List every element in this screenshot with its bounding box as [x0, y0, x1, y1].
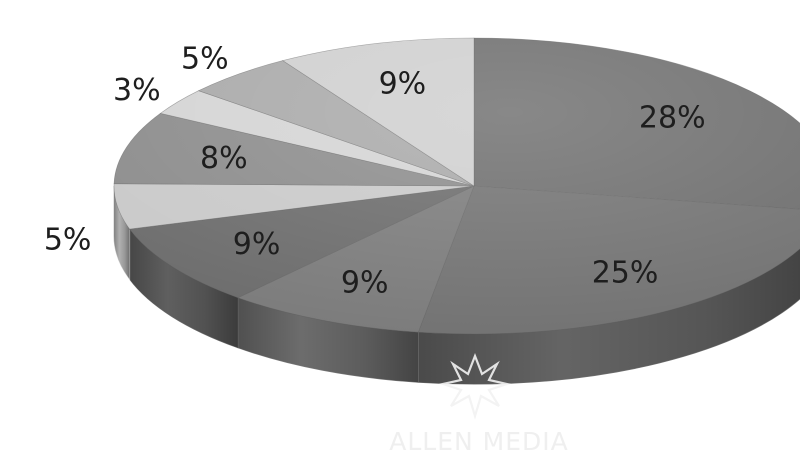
slice-label-4: 9% [233, 227, 281, 262]
slice-side-shade-4 [129, 229, 238, 348]
watermark: ALLEN MEDIA [389, 352, 569, 454]
pie-slices [113, 37, 800, 335]
slice-label-3: 9% [341, 266, 389, 301]
slice-label-6: 8% [200, 141, 248, 176]
starburst-logo-icon [438, 352, 512, 420]
slice-label-5: 5% [44, 223, 92, 258]
slice-label-9: 9% [379, 67, 427, 102]
watermark-text: ALLEN MEDIA [389, 427, 569, 454]
slice-label-2: 25% [592, 256, 659, 291]
slice-side-shade-3 [237, 297, 419, 383]
slice-label-7: 3% [113, 73, 161, 108]
slice-labels: 28% 25% 9% 9% 5% 8% 3% 5% 9% [44, 42, 706, 301]
slice-label-8: 5% [181, 42, 229, 77]
pie-sides [113, 185, 800, 385]
slice-label-1: 28% [639, 100, 706, 135]
pie-highlight [114, 38, 800, 334]
slice-side-shade-5 [114, 186, 130, 280]
slice-side-shade-2 [418, 248, 800, 384]
